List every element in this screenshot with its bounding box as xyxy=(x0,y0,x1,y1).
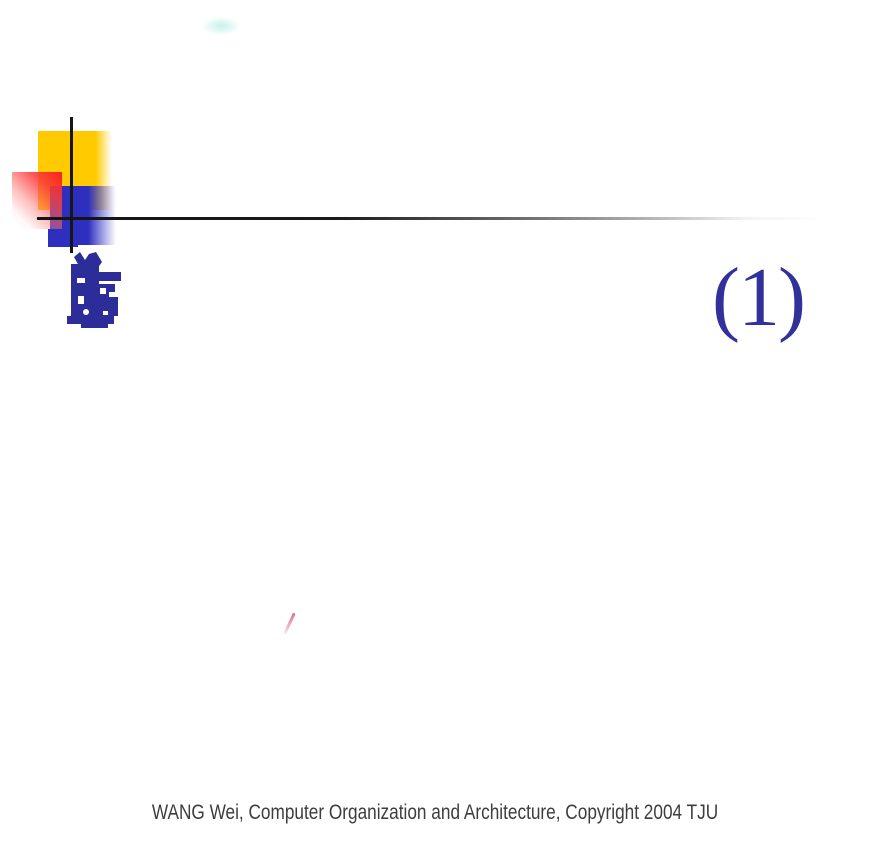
logo-red-square xyxy=(12,172,62,229)
title-cjk-glyph-icon xyxy=(63,252,125,330)
title-number-suffix: (1) xyxy=(712,251,806,344)
header-rule-line xyxy=(37,217,825,220)
pink-slash-artifact xyxy=(283,612,296,635)
teal-smudge-artifact xyxy=(204,18,238,34)
footer-credit: WANG Wei, Computer Organization and Arch… xyxy=(151,801,719,824)
logo-vertical-line xyxy=(70,117,73,253)
logo-blue-square-notch xyxy=(48,229,78,247)
